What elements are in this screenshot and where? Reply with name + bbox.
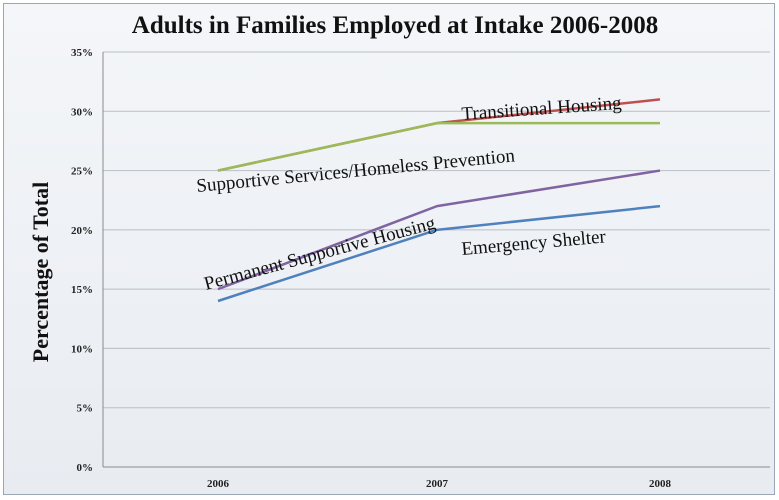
y-tick-label: 10% xyxy=(71,343,93,355)
y-tick-label: 35% xyxy=(71,47,93,59)
y-axis-label: Percentage of Total xyxy=(28,182,53,362)
series-line-emergency-shelter xyxy=(217,204,661,303)
y-tick-label: 15% xyxy=(71,284,93,296)
series-label: Permanent Supportive Housing xyxy=(202,213,438,295)
x-tick-label: 2008 xyxy=(649,478,672,490)
y-axis-ticks: 0% 5% 10% 15% 20% 25% 30% 35% xyxy=(71,47,93,474)
series-lines xyxy=(217,98,661,303)
x-tick-label: 2007 xyxy=(426,478,449,490)
chart-title: Adults in Families Employed at Intake 20… xyxy=(132,12,658,39)
y-tick-label: 30% xyxy=(71,106,93,118)
x-axis-ticks: 2006 2007 2008 xyxy=(207,478,672,490)
chart-frame xyxy=(3,3,775,495)
y-tick-label: 5% xyxy=(77,403,94,415)
series-label: Emergency Shelter xyxy=(461,226,608,260)
y-tick-label: 25% xyxy=(71,166,93,178)
series-label: Transitional Housing xyxy=(461,93,623,125)
y-tick-label: 20% xyxy=(71,225,93,237)
y-tick-label: 0% xyxy=(77,462,94,474)
series-line-permanent-supportive-housing xyxy=(217,169,661,291)
gridlines xyxy=(102,51,770,468)
x-tick-label: 2006 xyxy=(207,478,230,490)
series-label: Supportive Services/Homeless Prevention xyxy=(195,145,516,197)
series-line-supportive-services-homeless-prevention xyxy=(217,121,660,172)
